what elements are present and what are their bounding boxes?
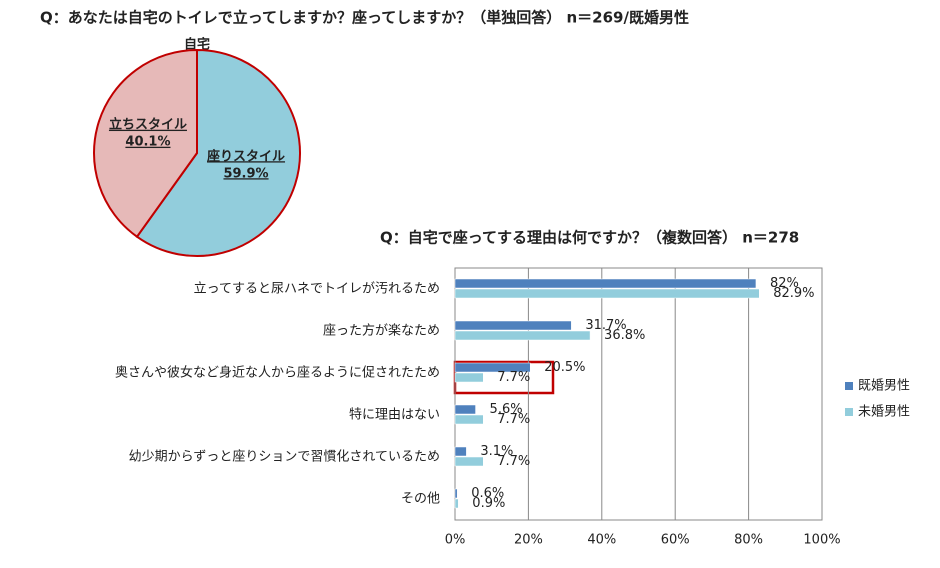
- x-tick-label: 60%: [661, 533, 690, 548]
- pie-subtitle: 自宅: [184, 37, 210, 53]
- bar: [454, 414, 484, 425]
- bar: [454, 362, 531, 373]
- x-tick-label: 80%: [734, 533, 763, 548]
- value-label: 3.1%: [480, 444, 513, 459]
- slice-label: 立ちスタイル: [109, 117, 187, 133]
- slice-value: 40.1%: [125, 135, 170, 150]
- value-label: 36.8%: [604, 328, 645, 343]
- y-tick-label: 立ってすると尿ハネでトイレが汚れるため: [194, 282, 440, 297]
- x-tick-label: 20%: [514, 533, 543, 548]
- value-label: 20.5%: [544, 360, 585, 375]
- x-tick-label: 40%: [587, 533, 616, 548]
- value-label: 7.7%: [497, 370, 530, 385]
- bar: [454, 288, 760, 299]
- value-label: 5.6%: [490, 402, 523, 417]
- legend-swatch: [845, 382, 853, 390]
- value-label: 0.9%: [472, 496, 505, 511]
- legend-label: 未婚男性: [858, 405, 910, 420]
- y-tick-label: 奥さんや彼女など身近な人から座るように促されたため: [115, 365, 440, 381]
- bar: [454, 278, 757, 289]
- bar: [454, 488, 458, 499]
- value-label: 7.7%: [497, 454, 530, 469]
- slice-value: 59.9%: [223, 166, 268, 181]
- bar: [454, 446, 467, 457]
- plot-frame: [454, 267, 823, 521]
- bar: [454, 372, 484, 383]
- pie-title: Q：あなたは自宅のトイレで立ってしますか？座ってしますか？（単独回答） n＝26…: [40, 9, 689, 27]
- value-label: 82.9%: [773, 286, 814, 301]
- bar: [454, 498, 459, 509]
- slice-label: 座りスタイル: [206, 148, 285, 164]
- value-label: 7.7%: [497, 412, 530, 427]
- x-tick-label: 100%: [803, 533, 840, 548]
- pie-slice: [93, 48, 198, 239]
- y-tick-label: 座った方が楽なため: [323, 323, 440, 339]
- bar: [454, 456, 484, 467]
- pie-slice: [135, 48, 301, 257]
- value-label: 82%: [770, 276, 799, 291]
- legend-label: 既婚男性: [858, 379, 910, 394]
- value-label: 0.6%: [471, 486, 504, 501]
- legend-swatch: [845, 408, 853, 416]
- y-tick-label: その他: [401, 492, 440, 507]
- bar: [454, 404, 476, 415]
- bar-title: Q：自宅で座ってする理由は何ですか？（複数回答） n＝278: [380, 229, 799, 247]
- bar: [454, 320, 572, 331]
- value-label: 31.7%: [585, 318, 626, 333]
- bar: [454, 330, 591, 341]
- y-tick-label: 特に理由はない: [349, 408, 440, 423]
- y-tick-label: 幼少期からずっと座りションで習慣化されているため: [129, 449, 440, 465]
- x-tick-label: 0%: [445, 533, 466, 548]
